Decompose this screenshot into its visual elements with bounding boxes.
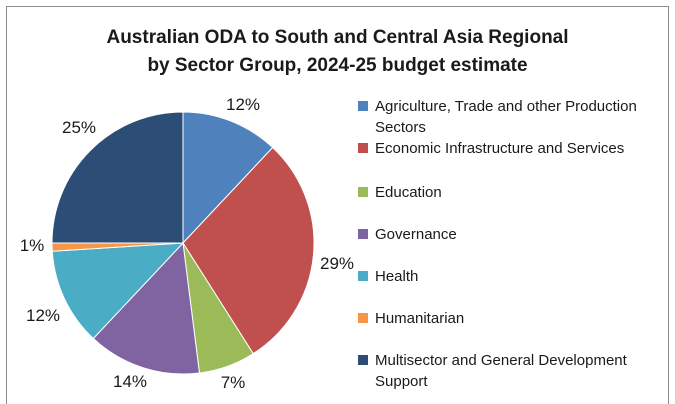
data-label-5: 12% (26, 306, 60, 325)
legend-label: Multisector and General Development Supp… (375, 352, 627, 390)
pie-slice-2 (182, 146, 315, 355)
data-label-3: 7% (221, 373, 246, 392)
legend-swatch (358, 101, 368, 111)
legend-label: Governance (375, 226, 457, 243)
pie-slice-7 (51, 111, 184, 244)
pie-slice-1 (182, 111, 274, 245)
chart-title-line1: Australian ODA to South and Central Asia… (106, 27, 569, 48)
data-label-4: 14% (113, 372, 147, 391)
data-label-1: 12% (226, 95, 260, 114)
data-label-6: 1% (20, 236, 45, 255)
chart-title: Australian ODA to South and Central Asia… (0, 24, 675, 80)
legend-label: Agriculture, Trade and other Production … (375, 98, 637, 136)
legend-swatch (358, 187, 368, 197)
legend-swatch (358, 355, 368, 365)
pie-slice-4 (92, 241, 200, 375)
chart-title-line2: by Sector Group, 2024-25 budget estimate (147, 55, 528, 76)
legend-label: Humanitarian (375, 310, 465, 327)
legend-swatch (358, 229, 368, 239)
legend-label: Health (375, 268, 419, 285)
legend-label: Education (375, 184, 442, 201)
legend-swatch (358, 143, 368, 153)
legend-swatch (358, 271, 368, 281)
pie-slice-5 (51, 242, 185, 340)
data-label-7: 25% (62, 118, 96, 137)
legend-label: Economic Infrastructure and Services (375, 140, 625, 157)
data-label-2: 29% (320, 254, 354, 273)
legend-swatch (358, 313, 368, 323)
